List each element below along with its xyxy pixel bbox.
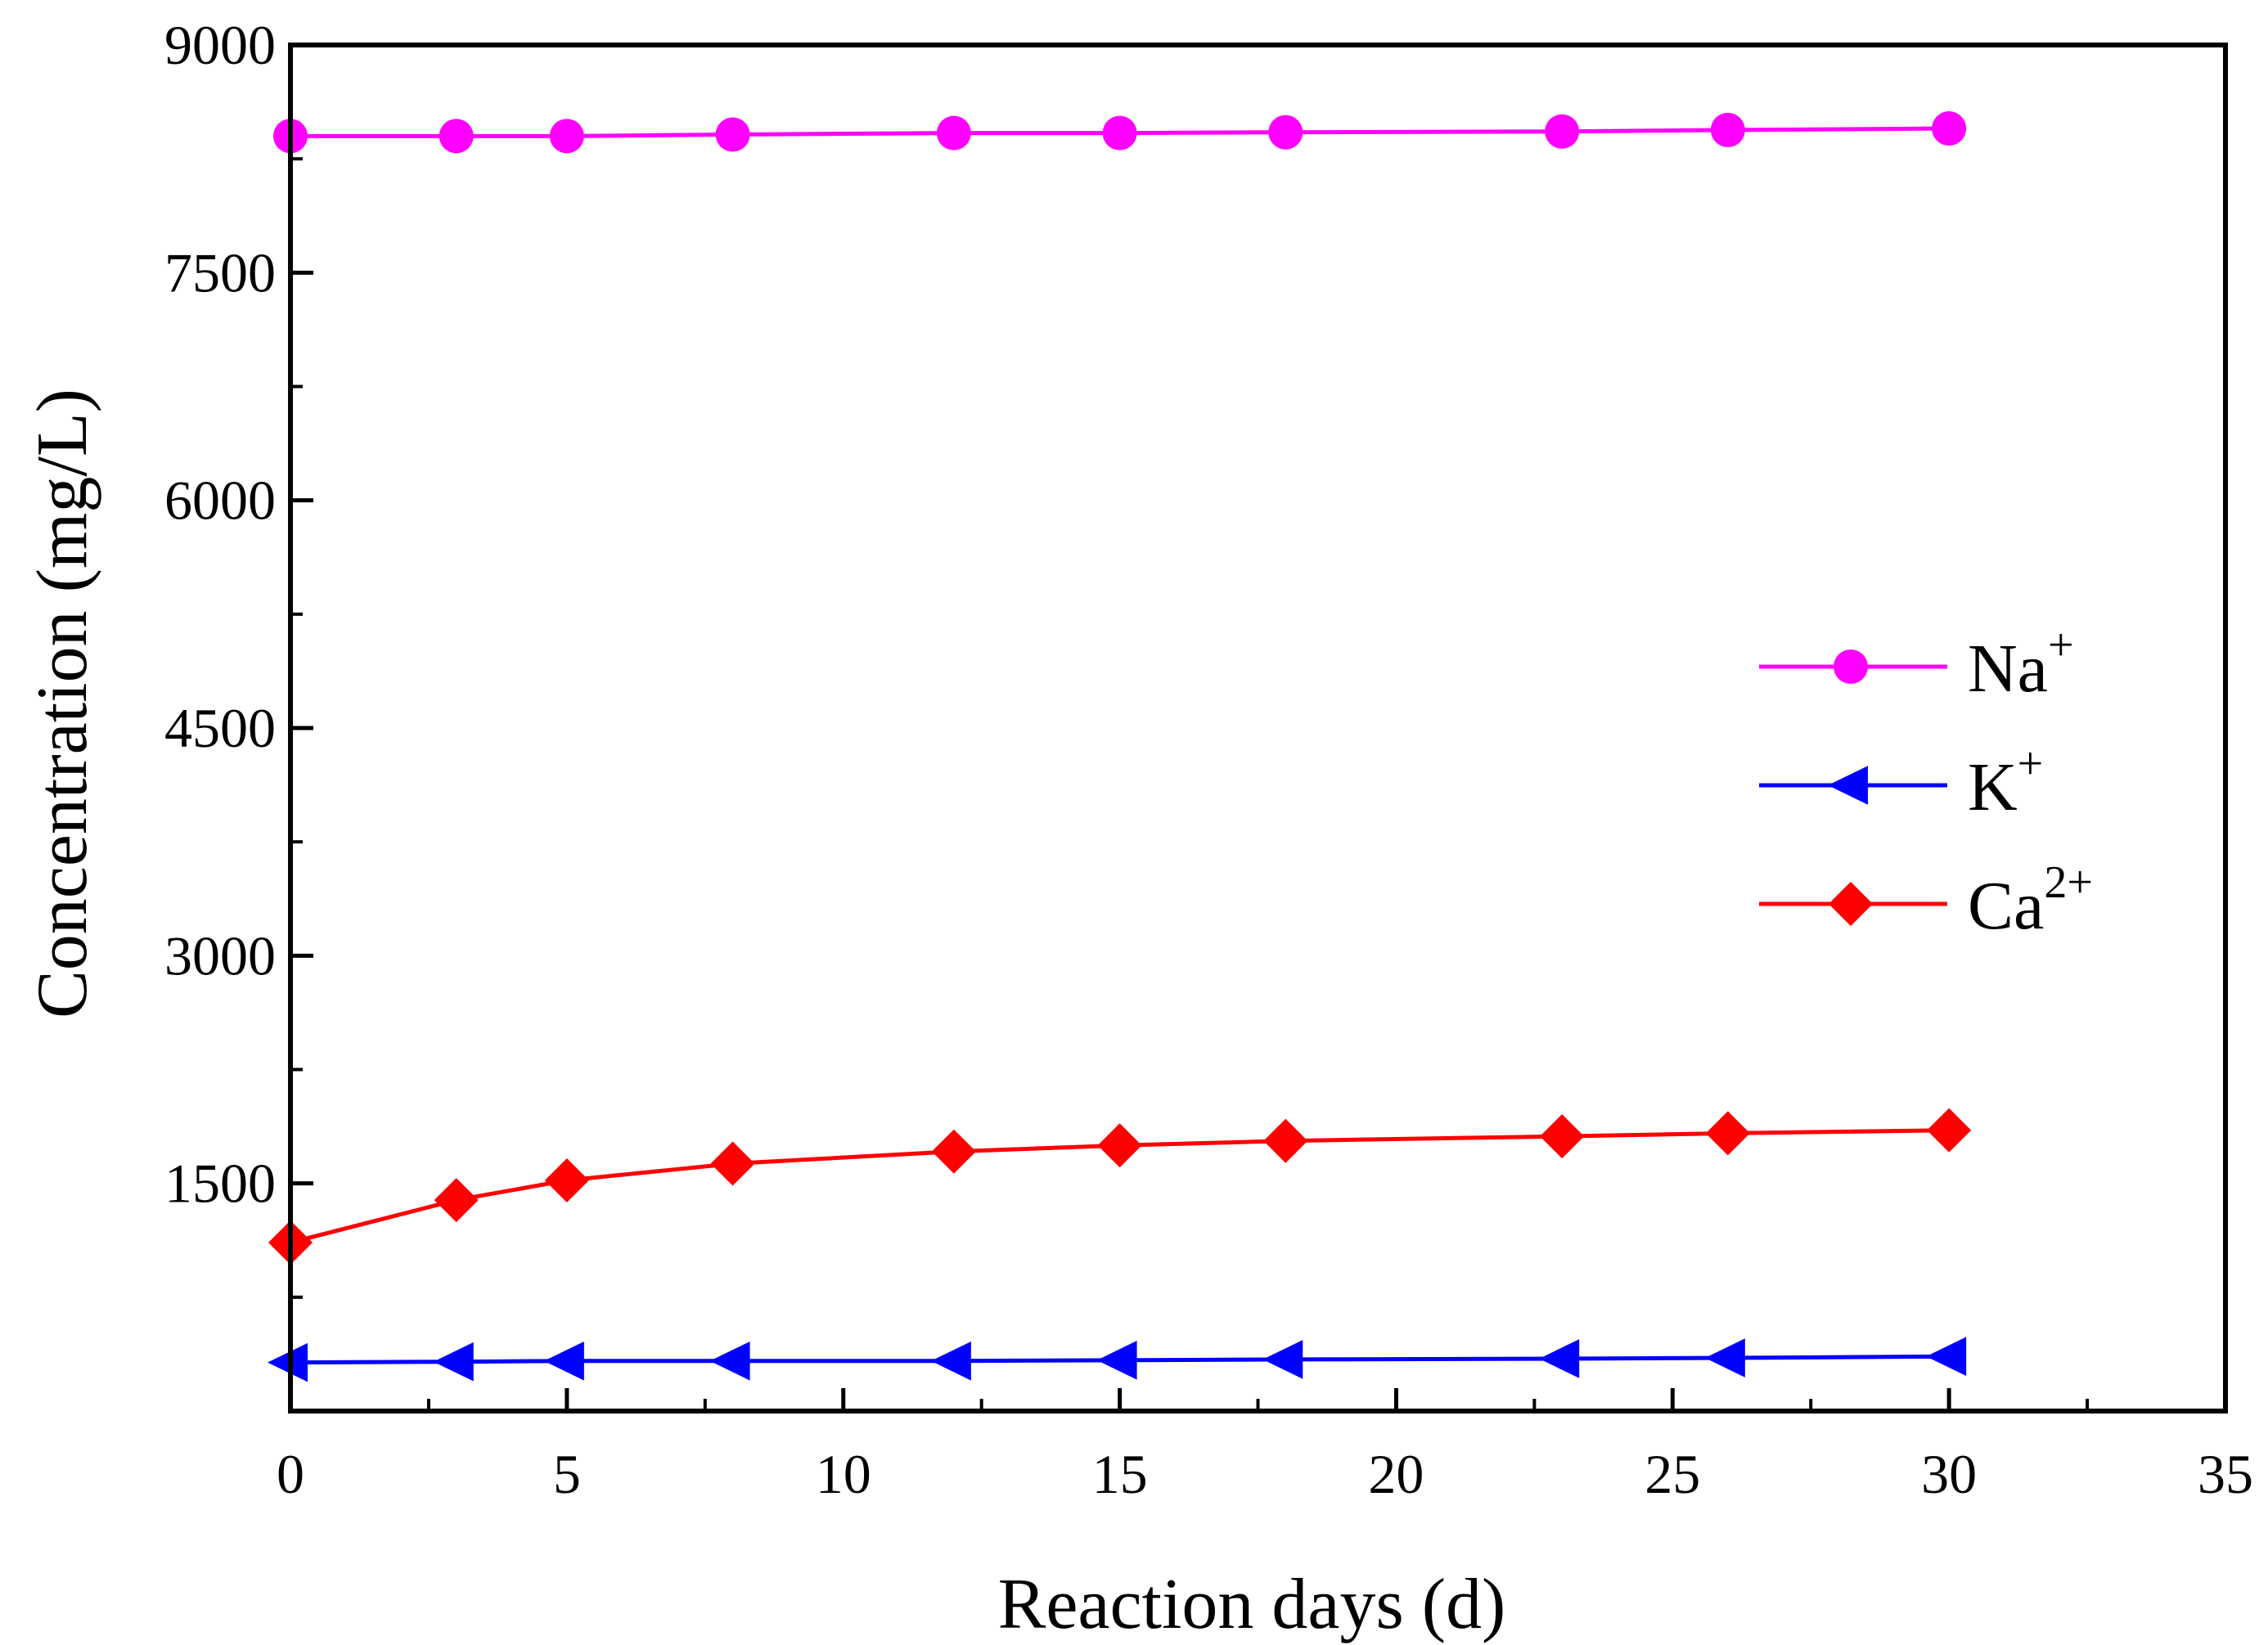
data-point-ca [434,1178,479,1223]
data-point-k [268,1342,308,1382]
x-axis-title: Reaction days (d) [998,1565,1506,1644]
legend-label-k: K+ [1968,739,2043,825]
series-line-k [290,1354,1950,1365]
data-point-k [1539,1339,1580,1378]
y-axis-ticks: 1500 3000 4500 6000 7500 9000 [164,14,313,1299]
legend-marker-ca [1829,882,1873,926]
data-point-k [433,1342,474,1382]
data-point-ca [1097,1123,1142,1168]
data-point-k [1704,1338,1745,1378]
legend-item-k: K+ [1759,739,2043,825]
y-tick-label: 4500 [164,697,276,759]
y-tick-label: 3000 [164,924,276,987]
data-point-ca [1540,1114,1585,1159]
x-tick-label: 10 [816,1443,871,1505]
data-point-k [930,1341,971,1381]
data-point-ca [931,1129,976,1174]
y-tick-label: 6000 [164,470,276,532]
x-tick-label: 5 [553,1443,581,1505]
data-point-k [1096,1341,1137,1380]
data-point-k [1926,1337,1967,1376]
series-ca [268,1108,1972,1265]
data-point-na [1932,111,1967,146]
legend-label-ca: Ca2+ [1968,857,2093,944]
legend-item-ca: Ca2+ [1759,857,2093,944]
x-tick-label: 35 [2198,1443,2253,1505]
x-tick-label: 15 [1092,1443,1148,1505]
data-point-na [1102,115,1137,151]
legend-marker-na [1834,649,1868,684]
data-point-k [1262,1340,1303,1379]
series-na [273,111,1967,154]
series-k [268,1337,1967,1382]
x-tick-label: 20 [1368,1443,1424,1505]
data-point-k [709,1341,750,1381]
data-point-na [1268,115,1303,150]
data-point-na [1545,114,1580,149]
x-tick-label: 0 [277,1443,304,1505]
legend: Na+ K+ Ca2+ [1759,620,2093,944]
data-point-na [1710,112,1745,147]
y-tick-label: 7500 [164,241,276,303]
legend-item-na: Na+ [1759,620,2074,707]
data-point-na [549,119,584,154]
series-line-na [290,126,1950,138]
data-point-k [543,1341,584,1381]
data-point-na [439,119,474,154]
y-tick-label: 9000 [164,14,276,76]
x-tick-label: 30 [1921,1443,1977,1505]
legend-marker-k [1828,766,1868,805]
series-line-ca [290,1128,1950,1245]
x-axis-ticks: 0 5 10 15 20 25 30 35 [277,1388,2253,1505]
data-point-ca [710,1141,755,1186]
data-point-ca [1705,1111,1750,1156]
y-axis-title: Concentration (mg/L) [23,389,102,1018]
data-point-na [936,115,971,151]
data-point-na [715,117,750,152]
legend-label-na: Na+ [1968,620,2074,707]
series-layer [268,111,1972,1382]
data-point-ca [1927,1108,1972,1153]
data-point-ca [544,1157,589,1202]
x-tick-label: 25 [1645,1443,1700,1505]
data-point-ca [1263,1118,1308,1163]
y-tick-label: 1500 [164,1153,276,1215]
